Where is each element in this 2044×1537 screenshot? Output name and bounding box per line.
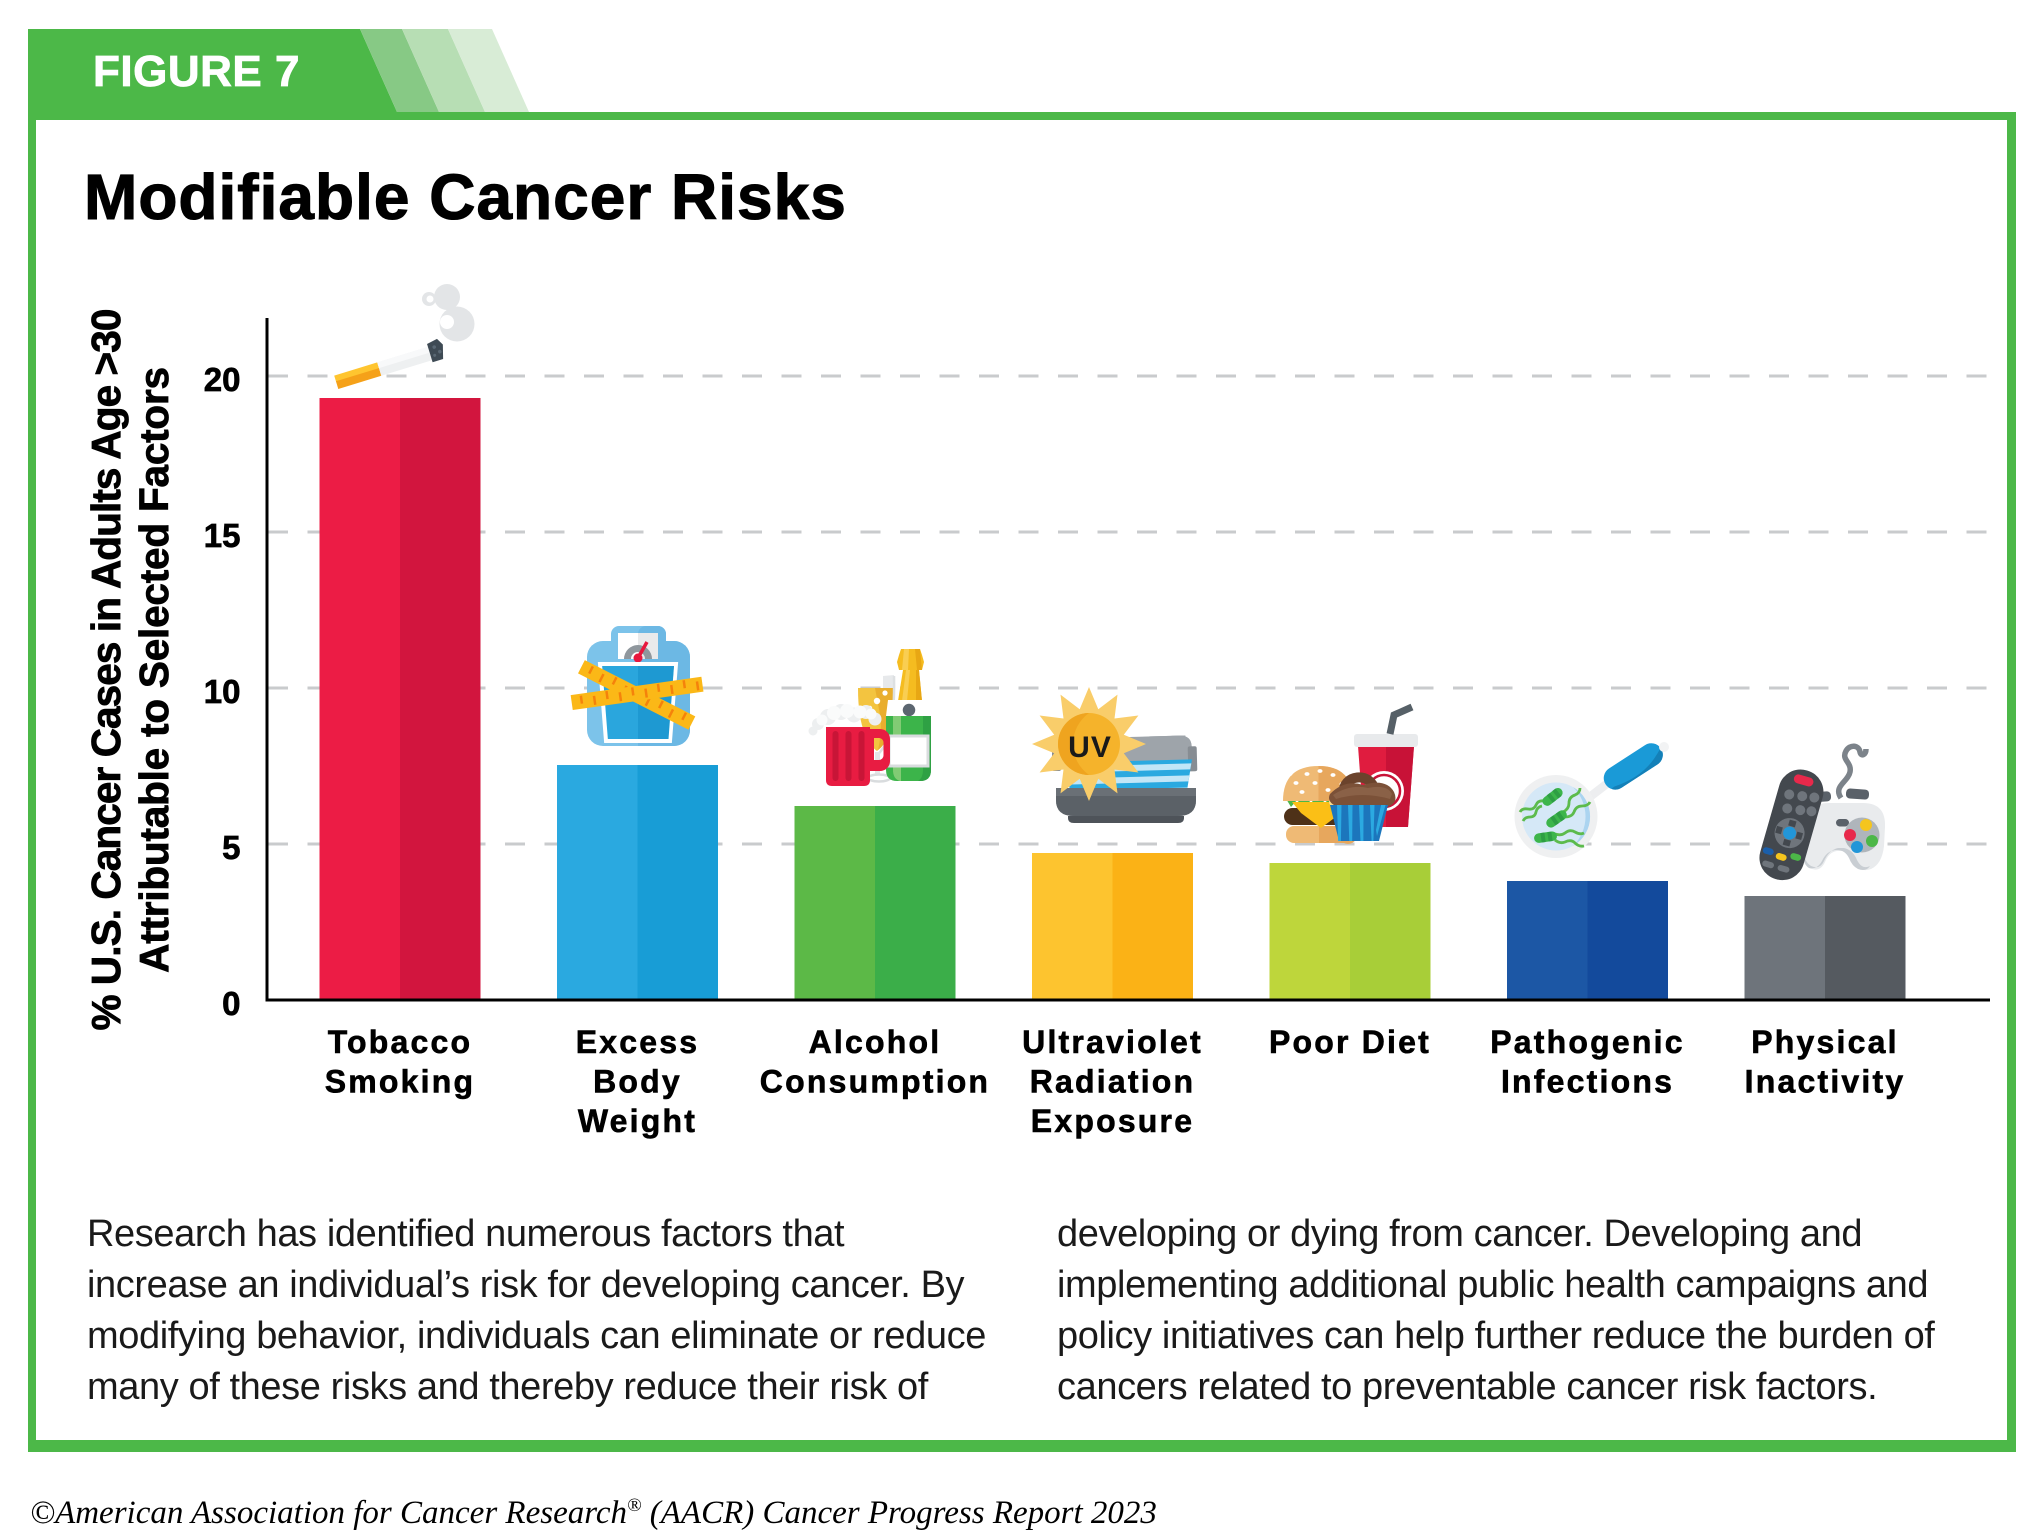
svg-text:Weight: Weight (578, 1103, 697, 1139)
svg-text:Alcohol: Alcohol (809, 1024, 942, 1060)
svg-text:Inactivity: Inactivity (1745, 1064, 1906, 1100)
svg-text:Physical: Physical (1751, 1024, 1898, 1060)
svg-text:Infections: Infections (1501, 1064, 1674, 1100)
svg-text:Ultraviolet: Ultraviolet (1022, 1024, 1203, 1060)
svg-text:Poor Diet: Poor Diet (1269, 1024, 1431, 1060)
svg-text:Body: Body (593, 1064, 682, 1100)
svg-text:0: 0 (222, 985, 240, 1022)
svg-text:Attributable to Selected Facto: Attributable to Selected Factors (131, 367, 177, 973)
svg-text:Radiation: Radiation (1030, 1064, 1196, 1100)
svg-text:20: 20 (204, 361, 241, 398)
svg-text:10: 10 (204, 673, 241, 710)
svg-text:Tobacco: Tobacco (328, 1024, 473, 1060)
svg-text:Exposure: Exposure (1031, 1103, 1194, 1139)
svg-text:% U.S. Cancer Cases in Adults: % U.S. Cancer Cases in Adults Age >30 (83, 309, 129, 1030)
svg-text:Smoking: Smoking (325, 1064, 476, 1100)
svg-text:UV: UV (1068, 731, 1112, 764)
svg-text:Excess: Excess (576, 1024, 700, 1060)
svg-text:5: 5 (222, 829, 240, 866)
svg-text:Pathogenic: Pathogenic (1490, 1024, 1684, 1060)
svg-text:Consumption: Consumption (760, 1064, 990, 1100)
svg-text:15: 15 (204, 517, 241, 554)
